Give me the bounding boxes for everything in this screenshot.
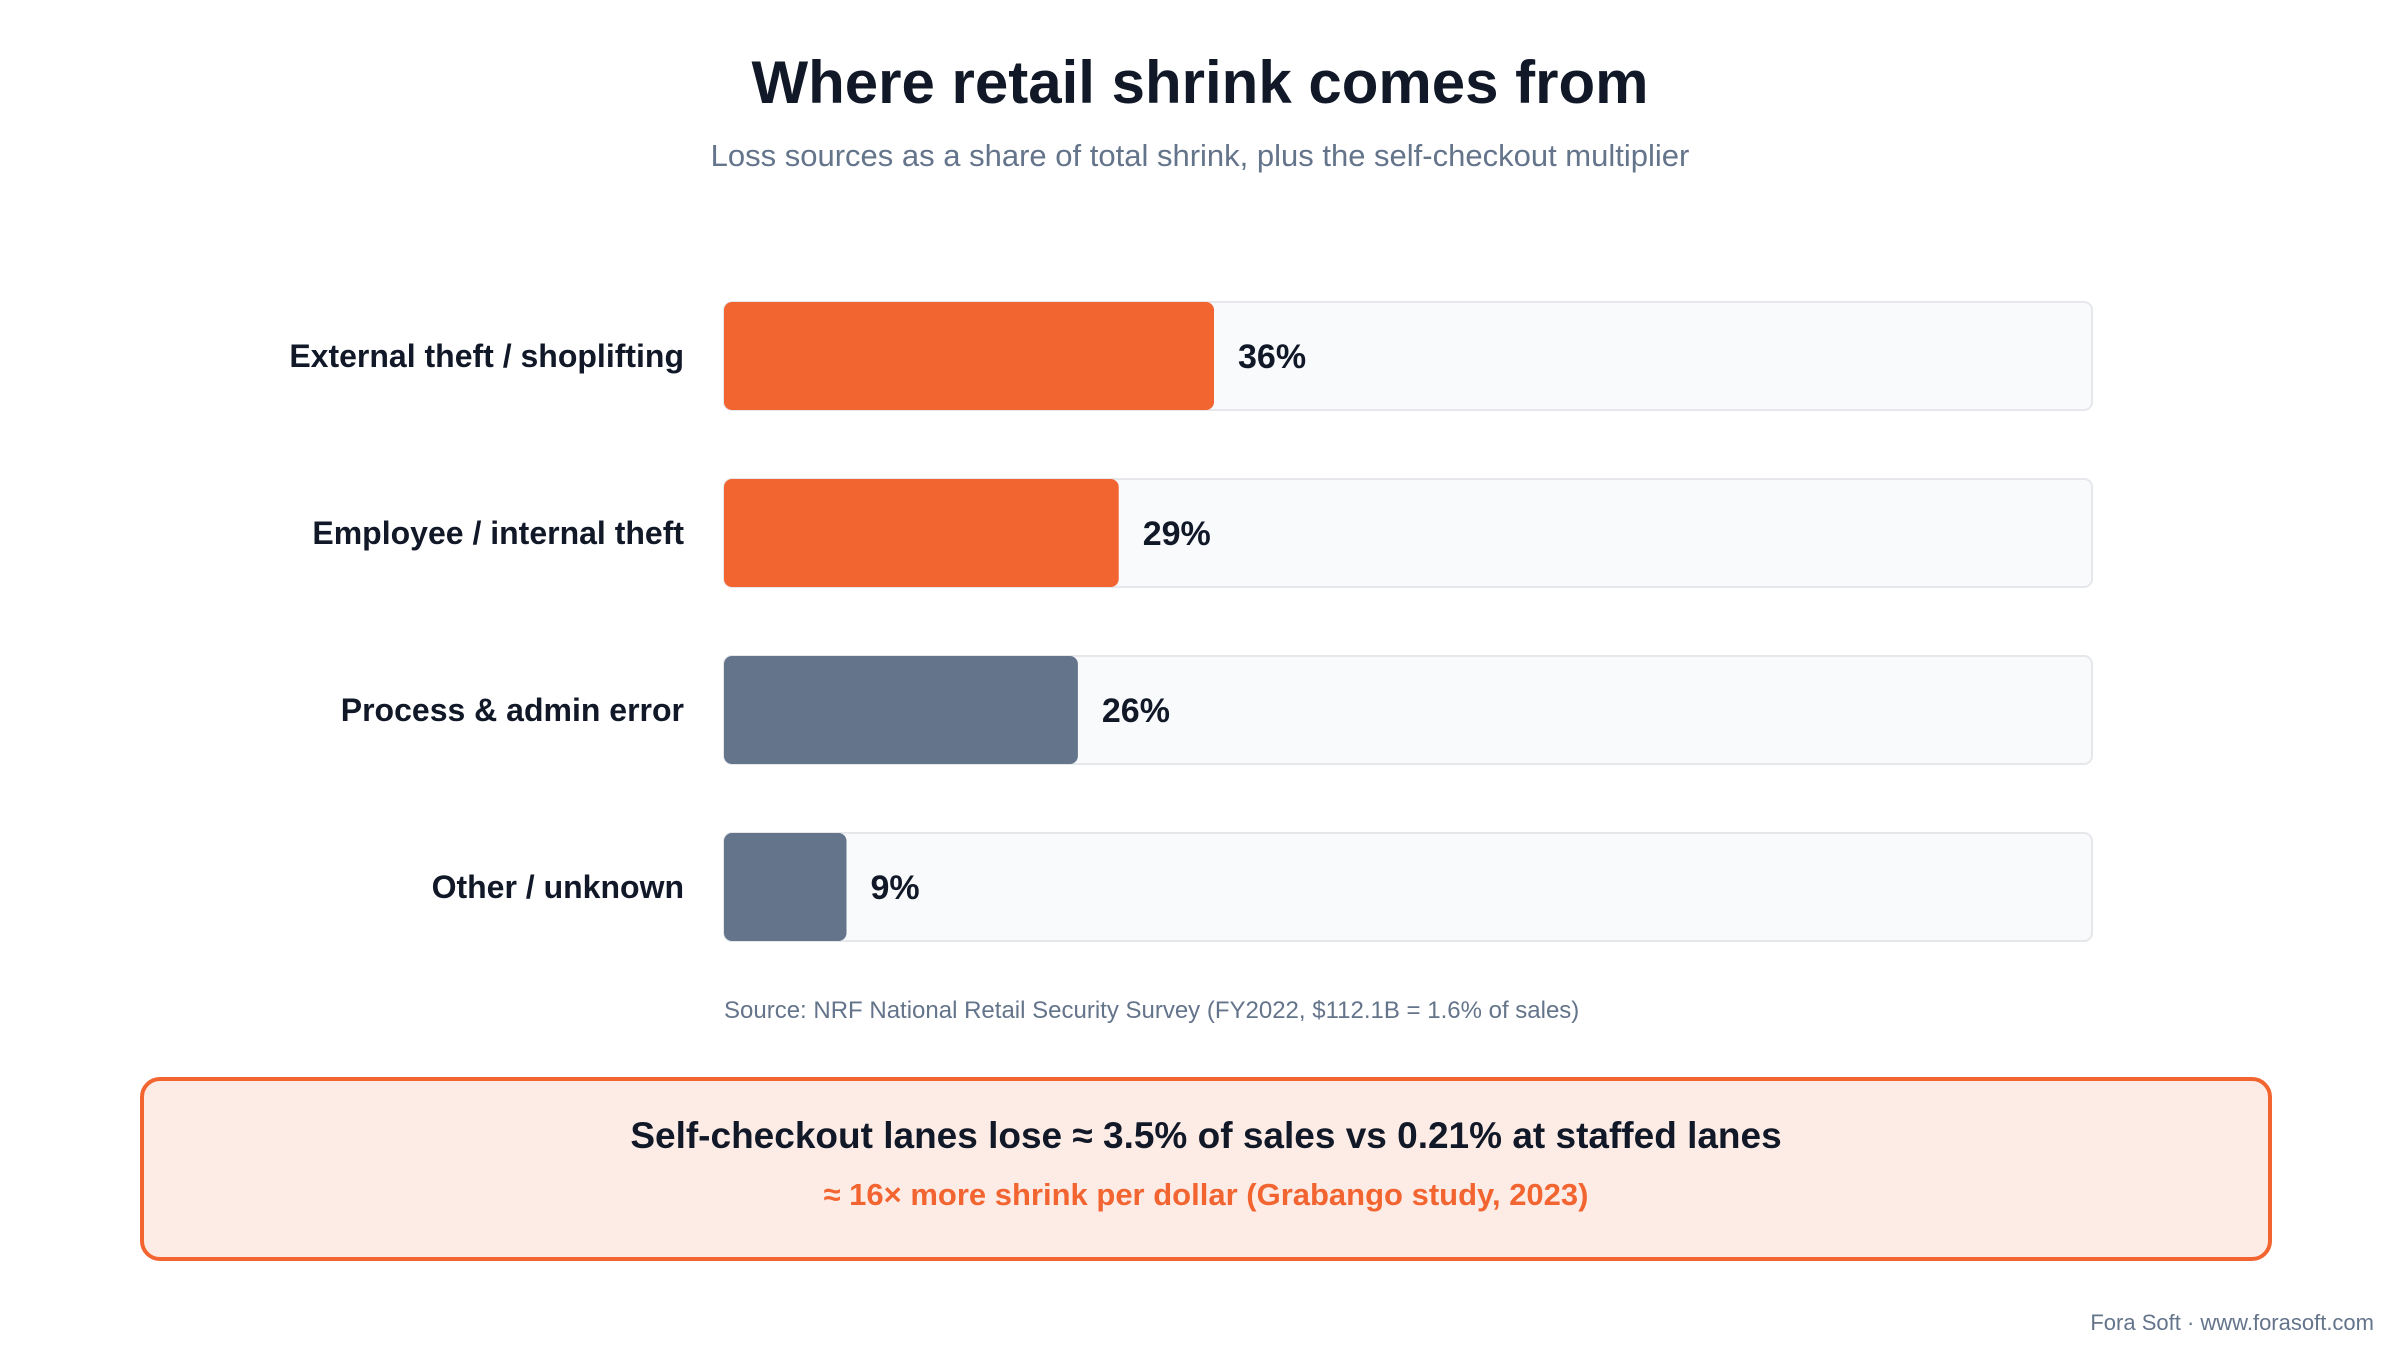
bar-track <box>723 832 2093 942</box>
category-label: Employee / internal theft <box>312 515 684 551</box>
bar <box>724 656 1078 764</box>
bar <box>724 833 847 941</box>
footer-credit: Fora Soft · www.forasoft.com <box>2090 1310 2374 1335</box>
category-label: Other / unknown <box>432 869 684 905</box>
chart-subtitle: Loss sources as a share of total shrink,… <box>710 138 1690 173</box>
self-checkout-callout: Self-checkout lanes lose ≈ 3.5% of sales… <box>140 1077 2272 1261</box>
value-label: 29% <box>1143 515 1211 553</box>
callout-subline: ≈ 16× more shrink per dollar (Grabango s… <box>823 1177 1589 1212</box>
callout-headline: Self-checkout lanes lose ≈ 3.5% of sales… <box>630 1115 1782 1156</box>
value-label: 36% <box>1238 338 1306 376</box>
bar-chart: External theft / shoplifting 36% Employee … <box>289 301 2093 942</box>
category-label: External theft / shoplifting <box>289 338 684 374</box>
bar <box>724 302 1214 410</box>
category-label: Process & admin error <box>341 692 684 728</box>
value-label: 26% <box>1102 692 1170 730</box>
source-note: Source: NRF National Retail Security Sur… <box>724 997 1580 1024</box>
bar <box>724 479 1119 587</box>
chart-title: Where retail shrink comes from <box>751 49 1649 116</box>
value-label: 9% <box>871 869 920 907</box>
